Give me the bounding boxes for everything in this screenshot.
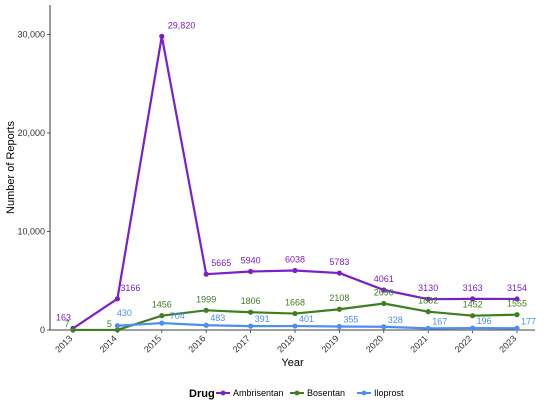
data-point-iloprost — [425, 325, 431, 331]
data-point-bosentan — [514, 312, 520, 318]
legend-label-bosentan: Bosentan — [307, 388, 345, 398]
data-label-ambrisentan: 6038 — [285, 255, 305, 265]
data-point-iloprost — [159, 320, 165, 326]
data-point-iloprost — [248, 323, 254, 329]
legend-label-iloprost: Iloprost — [374, 388, 404, 398]
data-point-ambrisentan — [425, 296, 431, 302]
data-point-iloprost — [203, 322, 209, 328]
data-label-ambrisentan: 5783 — [329, 257, 349, 267]
data-label-bosentan: 7 — [64, 319, 69, 329]
data-label-ambrisentan: 3163 — [463, 283, 483, 293]
x-tick-label: 2023 — [497, 333, 518, 354]
legend-marker-bosentan — [294, 390, 300, 396]
data-label-bosentan: 1555 — [507, 299, 527, 309]
data-point-bosentan — [381, 300, 387, 307]
legend-marker-iloprost — [361, 390, 367, 396]
data-label-bosentan: 1862 — [418, 296, 438, 306]
x-tick-label: 2019 — [320, 333, 341, 354]
data-label-ambrisentan: 5940 — [241, 256, 261, 266]
x-tick-label: 2017 — [231, 333, 252, 354]
data-label-bosentan: 1999 — [196, 294, 216, 304]
legend-title: Drug — [189, 388, 215, 400]
legend-marker-ambrisentan — [220, 390, 226, 396]
data-label-bosentan: 5 — [107, 319, 112, 329]
data-point-ambrisentan — [336, 270, 342, 276]
data-label-ambrisentan: 4061 — [374, 274, 394, 284]
x-tick-label: 2018 — [275, 333, 296, 354]
data-label-iloprost: 196 — [477, 316, 492, 326]
data-point-bosentan — [70, 327, 76, 333]
data-point-ambrisentan — [292, 267, 298, 274]
data-point-ambrisentan — [514, 296, 520, 302]
data-label-iloprost: 177 — [521, 316, 536, 326]
data-label-bosentan: 2690 — [374, 288, 394, 298]
x-axis-title: Year — [281, 357, 304, 369]
data-label-bosentan: 1452 — [463, 300, 483, 310]
data-point-bosentan — [470, 313, 476, 319]
data-label-iloprost: 401 — [299, 314, 314, 324]
data-label-bosentan: 1456 — [152, 300, 172, 310]
data-label-iloprost: 483 — [210, 313, 225, 323]
data-label-ambrisentan: 3166 — [120, 283, 140, 293]
x-tick-label: 2020 — [364, 333, 385, 354]
data-labels: 163 3166 29,820 5665 5940 6038 5783 4061 3130 316… — [56, 20, 536, 329]
data-label-ambrisentan: 163 — [56, 312, 71, 322]
data-label-bosentan: 2108 — [329, 293, 349, 303]
series-layer — [70, 33, 520, 333]
data-point-bosentan — [292, 310, 298, 317]
y-axis-title: Number of Reports — [5, 121, 17, 214]
x-tick-label: 2016 — [186, 333, 207, 354]
y-tick-label: 0 — [40, 325, 45, 335]
y-tick-label: 20,000 — [17, 128, 45, 138]
data-label-ambrisentan: 3130 — [418, 283, 438, 293]
y-tick-label: 10,000 — [17, 227, 45, 237]
data-label-ambrisentan: 5665 — [211, 258, 231, 268]
series-line-iloprost — [117, 321, 518, 330]
x-tick-label: 2022 — [453, 333, 474, 354]
legend: Drug Ambrisentan Bosentan Iloprost — [189, 388, 404, 400]
x-tick-label: 2015 — [142, 333, 163, 354]
data-label-bosentan: 1668 — [285, 298, 305, 308]
y-ticks: 0 10,000 20,000 30,000 — [17, 30, 50, 335]
data-point-iloprost — [292, 323, 298, 329]
data-label-iloprost: 391 — [255, 314, 270, 324]
x-tick-label: 2013 — [53, 333, 74, 354]
data-point-bosentan — [336, 306, 342, 312]
data-point-ambrisentan — [114, 296, 120, 302]
y-tick-label: 30,000 — [17, 30, 45, 40]
data-point-iloprost — [336, 323, 342, 330]
data-point-ambrisentan — [203, 271, 209, 277]
x-tick-label: 2021 — [408, 333, 429, 354]
data-point-iloprost — [381, 324, 387, 330]
data-label-iloprost: 167 — [432, 316, 447, 326]
data-point-bosentan — [203, 307, 209, 313]
data-point-ambrisentan — [381, 287, 387, 293]
data-point-ambrisentan — [248, 268, 254, 275]
data-point-iloprost — [514, 325, 520, 331]
data-label-ambrisentan: 3154 — [507, 283, 527, 293]
data-point-ambrisentan — [159, 33, 165, 39]
data-label-iloprost: 328 — [388, 315, 403, 325]
axes — [49, 5, 535, 331]
data-label-ambrisentan: 29,820 — [168, 20, 196, 30]
data-label-iloprost: 430 — [117, 308, 132, 318]
legend-label-ambrisentan: Ambrisentan — [233, 388, 284, 398]
data-point-bosentan — [114, 327, 120, 333]
x-ticks: 2013 2014 2015 2016 2017 2018 2019 2020 2021 2022… — [53, 330, 518, 355]
data-label-iloprost: 704 — [170, 311, 185, 321]
data-point-iloprost — [470, 325, 476, 331]
data-point-bosentan — [159, 313, 165, 319]
data-point-ambrisentan — [470, 296, 476, 302]
data-label-bosentan: 1806 — [241, 296, 261, 306]
data-point-iloprost — [114, 323, 120, 329]
data-point-bosentan — [425, 309, 431, 315]
data-point-bosentan — [248, 309, 254, 315]
data-label-iloprost: 355 — [343, 315, 358, 325]
x-tick-label: 2014 — [98, 333, 119, 354]
